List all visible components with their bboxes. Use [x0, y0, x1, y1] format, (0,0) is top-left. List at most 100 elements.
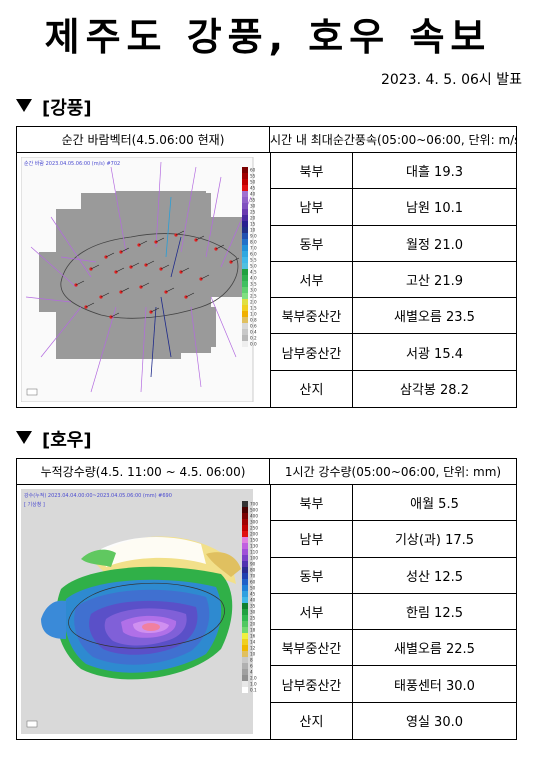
- table-row: 북부중산간 새별오름 22.5: [271, 630, 516, 667]
- legend-tick-label: 130: [250, 544, 258, 549]
- value-cell: 영실 30.0: [406, 715, 463, 731]
- region-cell: 서부: [271, 593, 353, 630]
- legend-tick-label: 1.5: [250, 306, 257, 311]
- legend-tick-label: 55: [250, 174, 256, 179]
- legend-tick-label: 10: [250, 652, 256, 657]
- legend-tick-label: 0.6: [250, 324, 257, 329]
- legend-tick-label: 12: [250, 646, 256, 651]
- wind-vector-map: 순간 바람 2023.04.05.06:00 (m/s) #702: [20, 156, 265, 403]
- rain-table: 북부 애월 5.5 남부 기상(과) 17.5 동부 성산 12.5 서부 한림 12.5 북부…: [270, 485, 516, 739]
- value-cell: 월정 21.0: [406, 237, 463, 253]
- region-cell: 남부: [271, 189, 353, 225]
- rain-map-sublabel: [ 기상청 ]: [24, 501, 45, 508]
- legend-tick-label: 0.1: [250, 688, 257, 693]
- triangle-down-icon: [16, 99, 32, 112]
- wind-map-graphic: 순간 바람 2023.04.05.06:00 (m/s) #702: [20, 156, 257, 403]
- region-cell: 북부: [271, 485, 353, 521]
- legend-tick-label: 10: [250, 228, 256, 233]
- wind-map-header: 순간 바람벡터(4.5.06:00 현재): [17, 127, 270, 153]
- legend-tick-label: 7.0: [250, 246, 257, 251]
- legend-tick-label: 20: [250, 216, 256, 221]
- rain-legend: [242, 501, 248, 693]
- rain-legend-ticks: 7005004003002502001501301101009080706050…: [250, 502, 258, 693]
- legend-tick-label: 1.0: [250, 312, 257, 317]
- map-corner-icon: [26, 388, 38, 396]
- table-row: 서부 한림 12.5: [271, 593, 516, 631]
- legend-tick-label: 80: [250, 568, 256, 573]
- value-cell: 성산 12.5: [406, 569, 463, 585]
- legend-tick-label: 40: [250, 192, 256, 197]
- legend-tick-label: 3.5: [250, 282, 257, 287]
- region-cell: 북부중산간: [271, 630, 353, 666]
- legend-tick-label: 25: [250, 616, 256, 621]
- legend-tick-label: 35: [250, 198, 256, 203]
- rain-map-header: 누적강수량(4.5. 11:00 ~ 4.5. 06:00): [17, 459, 270, 485]
- region-cell: 동부: [271, 557, 353, 593]
- legend-tick-label: 0.4: [250, 330, 257, 335]
- value-cell: 대흘 19.3: [406, 165, 463, 181]
- table-row: 산지 영실 30.0: [271, 702, 516, 739]
- legend-tick-label: 30: [250, 204, 256, 209]
- legend-tick-label: 50: [250, 180, 256, 185]
- value-cell: 새별오름 23.5: [394, 310, 475, 326]
- legend-tick-label: 250: [250, 526, 258, 531]
- rain-section-heading: [호우]: [16, 426, 92, 452]
- value-cell: 삼각봉 28.2: [400, 383, 469, 399]
- value-cell: 서광 15.4: [406, 346, 463, 362]
- legend-tick-label: 2.5: [250, 294, 257, 299]
- legend-tick-label: 9.0: [250, 234, 257, 239]
- table-row: 남부중산간 서광 15.4: [271, 334, 516, 371]
- legend-tick-label: 0.0: [250, 342, 257, 347]
- legend-tick-label: 4: [250, 670, 253, 675]
- legend-tick-label: 60: [250, 580, 256, 585]
- legend-tick-label: 8: [250, 658, 253, 663]
- issue-date: 2023. 4. 5. 06시 발표: [380, 72, 522, 88]
- legend-tick-label: 400: [250, 514, 258, 519]
- region-cell: 산지: [271, 702, 353, 739]
- region-cell: 남부: [271, 521, 353, 557]
- wind-section-label: [강풍]: [42, 98, 92, 119]
- legend-tick-label: 45: [250, 592, 256, 597]
- legend-tick-label: 6.0: [250, 252, 257, 257]
- legend-tick-label: 700: [250, 502, 258, 507]
- rain-map-graphic: 강수(누적) 2023.04.04.00:00~2023.04.05.06:00…: [21, 489, 258, 734]
- region-cell: 북부: [271, 153, 353, 189]
- legend-tick-label: 20: [250, 622, 256, 627]
- region-cell: 북부중산간: [271, 298, 353, 334]
- rain-table-header: 1시간 강수량(05:00~06:00, 단위: mm): [270, 459, 516, 485]
- table-row: 서부 고산 21.9: [271, 261, 516, 299]
- legend-tick-label: 90: [250, 562, 256, 567]
- rain-accumulation-map: 강수(누적) 2023.04.04.00:00~2023.04.05.06:00…: [21, 489, 265, 734]
- value-cell: 고산 21.9: [406, 273, 463, 289]
- legend-tick-label: 45: [250, 186, 256, 191]
- legend-tick-label: 110: [250, 550, 258, 555]
- legend-tick-label: 5.0: [250, 264, 257, 269]
- region-cell: 동부: [271, 225, 353, 261]
- legend-tick-label: 15: [250, 222, 256, 227]
- legend-tick-label: 16: [250, 634, 256, 639]
- legend-tick-label: 2.0: [250, 676, 257, 681]
- table-row: 남부중산간 태풍센터 30.0: [271, 666, 516, 703]
- value-cell: 새별오름 22.5: [394, 642, 475, 658]
- value-cell: 태풍센터 30.0: [394, 678, 475, 694]
- table-row: 북부 대흘 19.3: [271, 153, 516, 190]
- value-cell: 기상(과) 17.5: [394, 533, 475, 549]
- region-cell: 남부중산간: [271, 334, 353, 370]
- wind-section-heading: [강풍]: [16, 94, 92, 120]
- table-row: 남부 기상(과) 17.5: [271, 521, 516, 558]
- wind-panel: 순간 바람벡터(4.5.06:00 현재) 시간 내 최대순간풍속(05:00~…: [16, 126, 517, 408]
- legend-tick-label: 8.0: [250, 240, 257, 245]
- wind-table: 북부 대흘 19.3 남부 남원 10.1 동부 월정 21.0 서부 고산 21.9 북부중산…: [270, 153, 516, 407]
- legend-tick-label: 2.0: [250, 300, 257, 305]
- table-row: 남부 남원 10.1: [271, 189, 516, 226]
- map-corner-icon: [26, 720, 38, 728]
- wind-legend: [242, 167, 248, 347]
- table-row: 동부 성산 12.5: [271, 557, 516, 594]
- value-cell: 애월 5.5: [410, 497, 459, 513]
- wind-legend-ticks: 60555045403530252015109.08.07.06.05.55.0…: [250, 168, 257, 347]
- legend-tick-label: 25: [250, 210, 256, 215]
- legend-tick-label: 3.0: [250, 288, 257, 293]
- rain-panel: 누적강수량(4.5. 11:00 ~ 4.5. 06:00) 1시간 강수량(0…: [16, 458, 517, 740]
- wind-map-caption: 순간 바람 2023.04.05.06:00 (m/s) #702: [24, 160, 120, 167]
- region-cell: 서부: [271, 261, 353, 298]
